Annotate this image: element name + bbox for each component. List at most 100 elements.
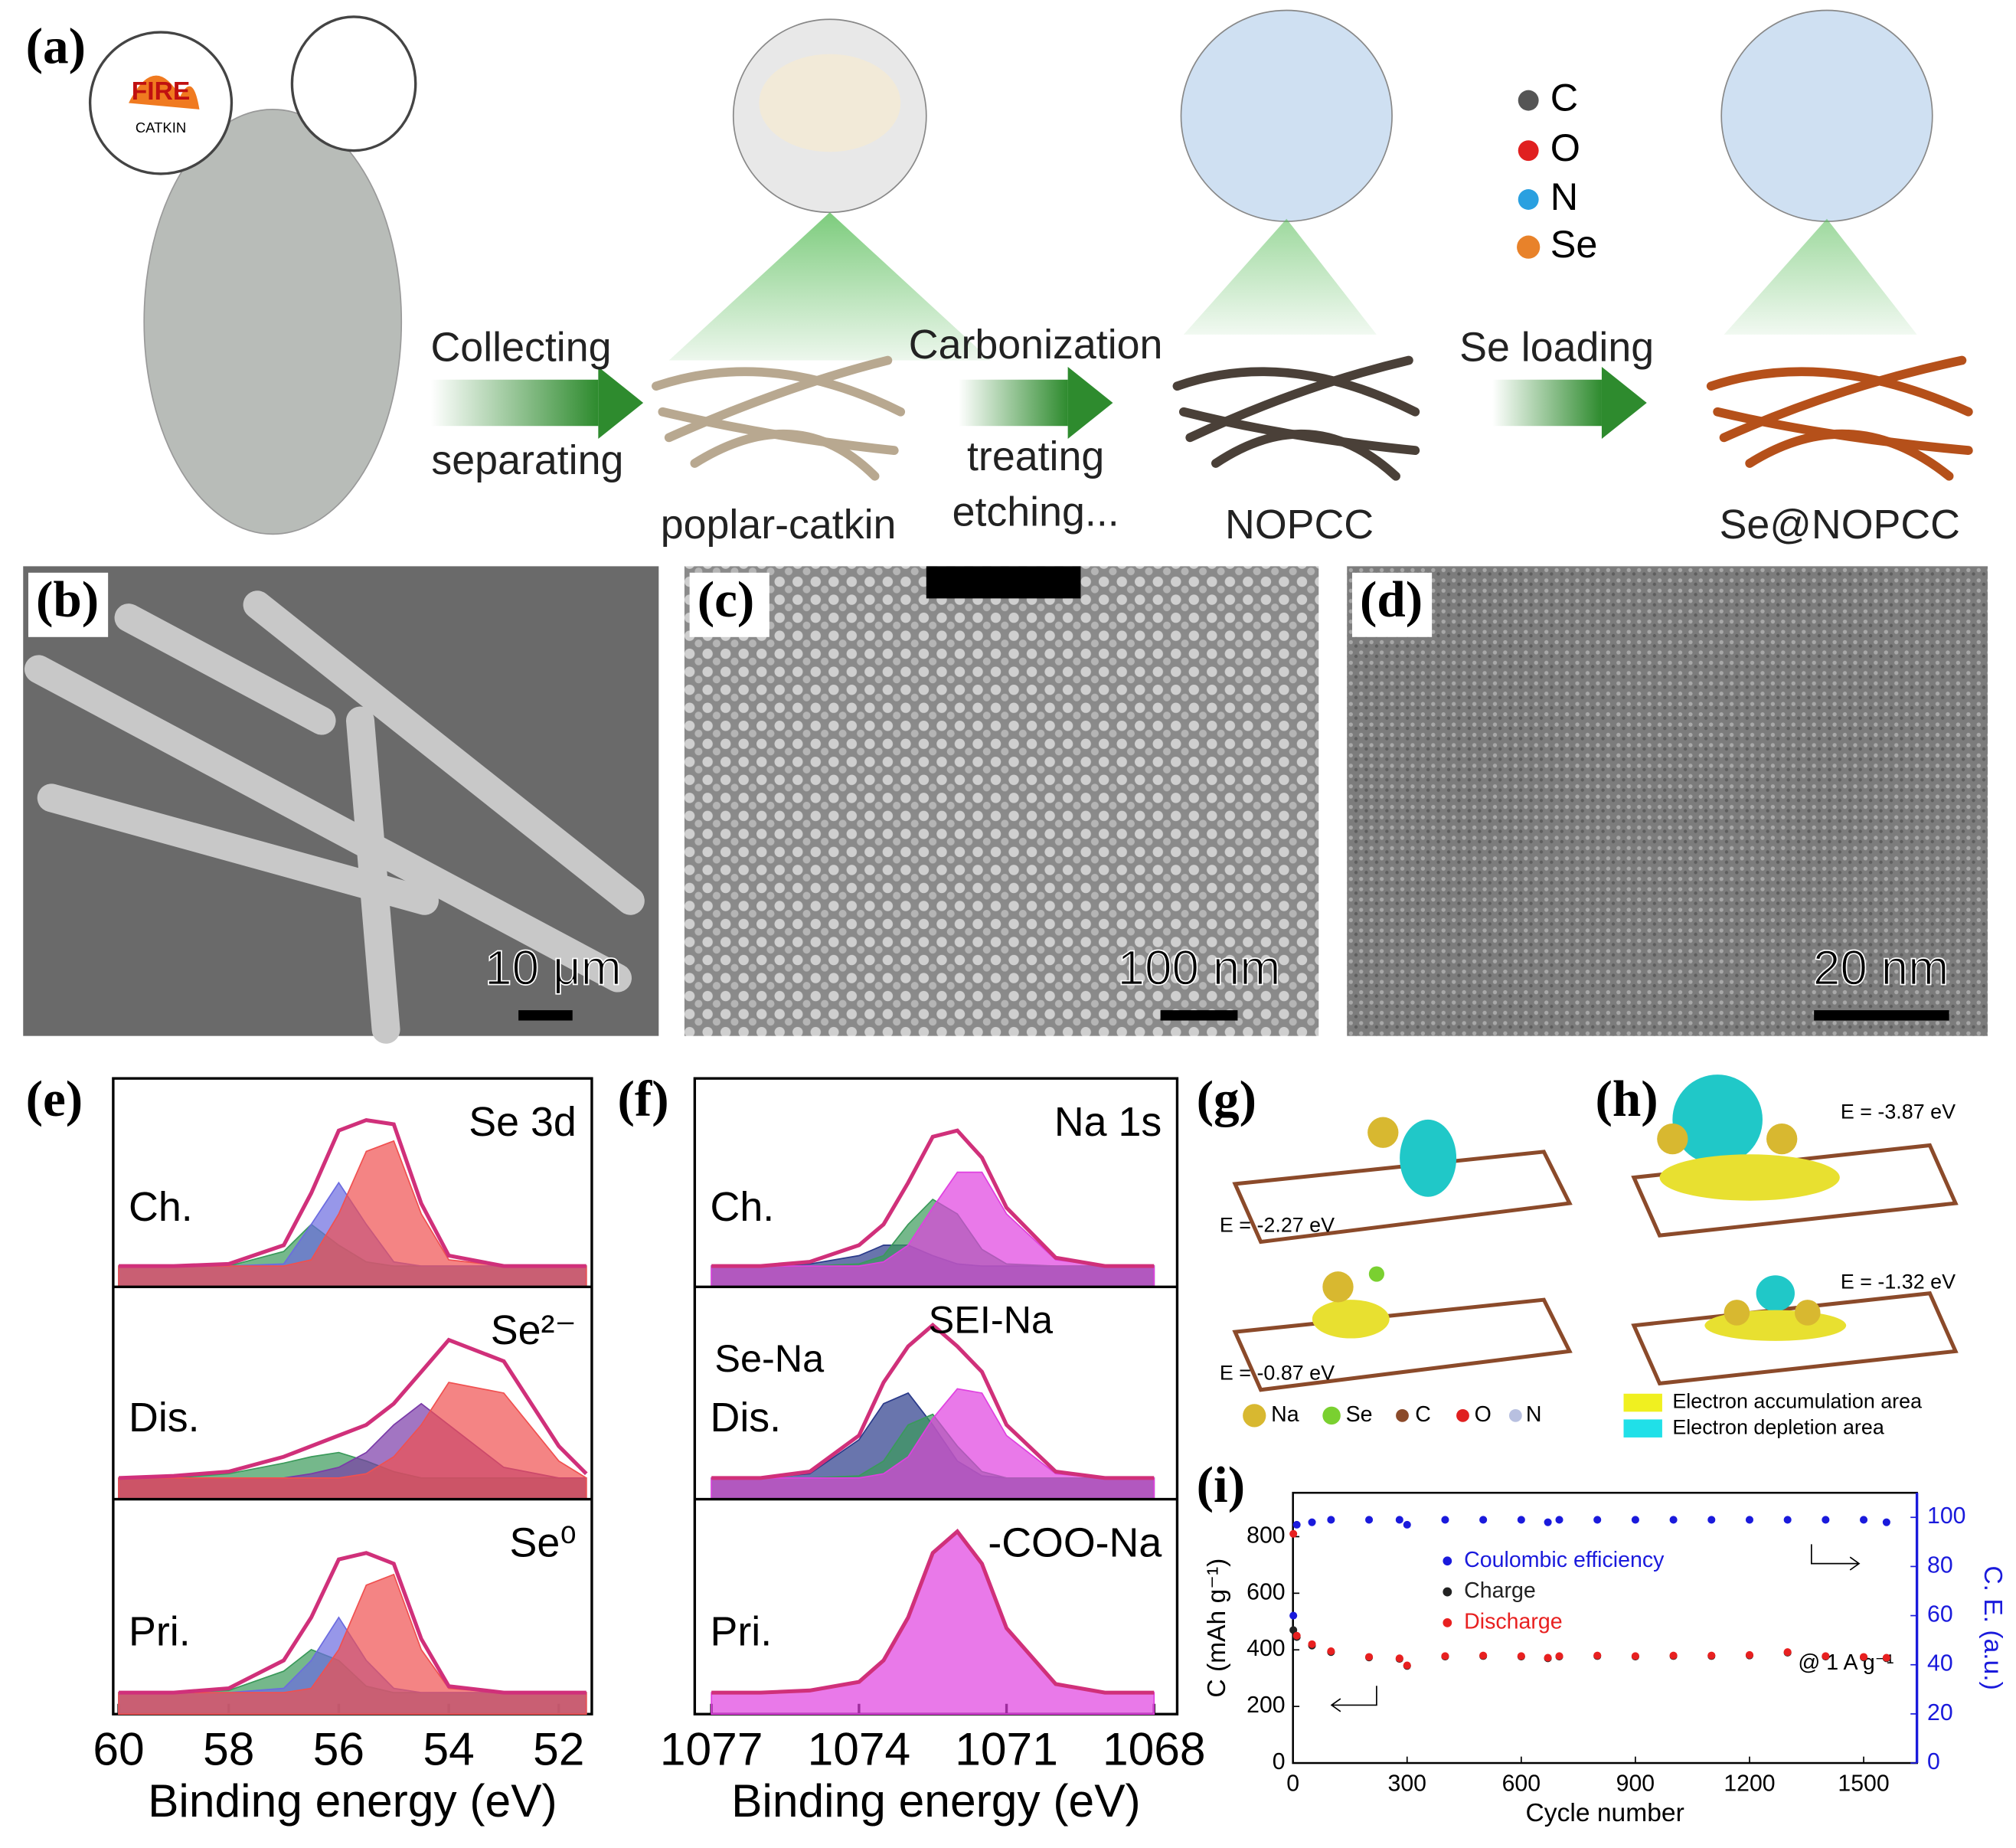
data-point: [1593, 1651, 1602, 1660]
legend-label: N: [1526, 1402, 1542, 1427]
data-point: [1365, 1653, 1374, 1661]
x-tick-label: 1077: [660, 1723, 763, 1775]
x-tick-label: 56: [313, 1723, 364, 1775]
data-point: [1289, 1611, 1298, 1620]
x-tick-label: 54: [423, 1723, 474, 1775]
y-tick-label: 200: [1247, 1693, 1285, 1718]
label-box: [28, 572, 1433, 637]
legend-label: Na: [1271, 1402, 1299, 1427]
scale-bar-label: 10 μm: [485, 940, 622, 996]
panel-label: (a): [26, 18, 86, 75]
energy-label: E = -2.27 eV: [1220, 1213, 1335, 1236]
data-point: [1403, 1520, 1411, 1529]
x-tick-label: 1068: [1103, 1723, 1206, 1775]
legend-label: Discharge: [1464, 1609, 1563, 1634]
y2-tick-label: 100: [1927, 1503, 1965, 1529]
data-point: [1783, 1648, 1792, 1657]
data-point: [1783, 1516, 1792, 1524]
data-point: [1395, 1516, 1403, 1524]
envelope-line: [119, 1117, 587, 1268]
fit-component: [711, 1171, 1155, 1288]
x-tick-label: 1500: [1838, 1771, 1889, 1797]
envelope-line: [119, 1551, 587, 1695]
peak-annotation: SEI-Na: [929, 1298, 1054, 1342]
y2-tick-label: 0: [1927, 1749, 1940, 1774]
data-point: [1707, 1651, 1716, 1660]
legend-label: O: [1475, 1402, 1492, 1427]
x-tick-label: 0: [1286, 1771, 1299, 1797]
sem-gap: [926, 566, 1081, 599]
envelope-line: [711, 1128, 1155, 1268]
legend-label: O: [1550, 126, 1580, 169]
y-tick-label: 600: [1247, 1579, 1285, 1604]
x-tick-label: 600: [1502, 1771, 1541, 1797]
panel-label: (g): [1197, 1070, 1256, 1127]
energy-label: E = -1.32 eV: [1841, 1270, 1956, 1293]
x-tick-label: 1200: [1724, 1771, 1775, 1797]
step-label: separating: [431, 437, 623, 483]
panel-title: Se²⁻: [491, 1307, 577, 1353]
panel-state-label: Dis.: [129, 1395, 200, 1441]
data-point: [1822, 1516, 1830, 1524]
data-point: [1745, 1650, 1754, 1659]
envelope-line: [118, 1337, 588, 1480]
legend-label: Se: [1550, 222, 1598, 266]
data-point: [1544, 1653, 1552, 1662]
x-tick-label: 300: [1388, 1771, 1426, 1797]
legend-label: Coulombic efficiency: [1464, 1548, 1665, 1572]
data-point: [1395, 1654, 1403, 1663]
panel-title: Se 3d: [469, 1099, 576, 1145]
panel-label: (e): [26, 1070, 83, 1127]
x-tick-label: 58: [203, 1723, 254, 1775]
x-tick-label: 60: [93, 1723, 144, 1775]
legend-label: C: [1550, 75, 1578, 119]
data-point: [1517, 1516, 1525, 1524]
envelope-line: [711, 1322, 1155, 1480]
fit-component: [118, 1573, 587, 1716]
y2-axis-label: C. E. (a.u.): [1978, 1565, 2007, 1689]
data-point: [1292, 1520, 1301, 1529]
x-axis-label: Binding energy (eV): [148, 1774, 557, 1827]
data-point: [1593, 1516, 1602, 1524]
panel-state-label: Dis.: [711, 1395, 782, 1441]
step-label: NOPCC: [1225, 502, 1374, 548]
cloud-text: CATKIN: [136, 119, 186, 136]
x-tick-label: 1074: [808, 1723, 911, 1775]
scale-bar: [518, 1010, 1949, 1021]
x-axis-label: Cycle number: [1526, 1799, 1684, 1827]
panel-title: -COO-Na: [988, 1519, 1162, 1565]
legend-marker: [1443, 1618, 1452, 1627]
panel-label: (f): [618, 1070, 669, 1127]
data-point: [1860, 1516, 1868, 1524]
step-label: poplar-catkin: [661, 502, 897, 548]
data-point: [1289, 1626, 1298, 1634]
data-point: [1403, 1661, 1411, 1670]
sem-image: [684, 566, 1319, 1036]
dft-structures: [1232, 1074, 1959, 1438]
data-point: [1308, 1640, 1316, 1648]
annotation: @ 1 A g⁻¹: [1798, 1650, 1893, 1675]
data-point: [1882, 1518, 1890, 1526]
data-point: [1745, 1516, 1754, 1524]
energy-label: E = -3.87 eV: [1841, 1101, 1956, 1124]
y2-tick-label: 60: [1927, 1602, 1953, 1627]
energy-label: E = -0.87 eV: [1220, 1362, 1335, 1385]
data-point: [1327, 1516, 1335, 1524]
cloud-text: FIRE: [132, 77, 191, 106]
y2-tick-label: 20: [1927, 1700, 1953, 1725]
data-point: [1860, 1653, 1868, 1661]
data-point: [1308, 1518, 1316, 1526]
plot-frame: [1292, 1491, 1918, 1765]
data-point: [1517, 1652, 1525, 1660]
data-point: [1555, 1516, 1563, 1524]
peak-annotation: Se-Na: [714, 1336, 825, 1380]
data-point: [1327, 1647, 1335, 1656]
data-point: [1707, 1516, 1716, 1524]
legend-label: Se: [1346, 1402, 1373, 1427]
data-point: [1669, 1516, 1678, 1524]
panel-label: (c): [698, 571, 755, 628]
panel-state-label: Ch.: [129, 1184, 193, 1230]
y-tick-label: 800: [1247, 1523, 1285, 1548]
legend-label: C: [1415, 1402, 1431, 1427]
